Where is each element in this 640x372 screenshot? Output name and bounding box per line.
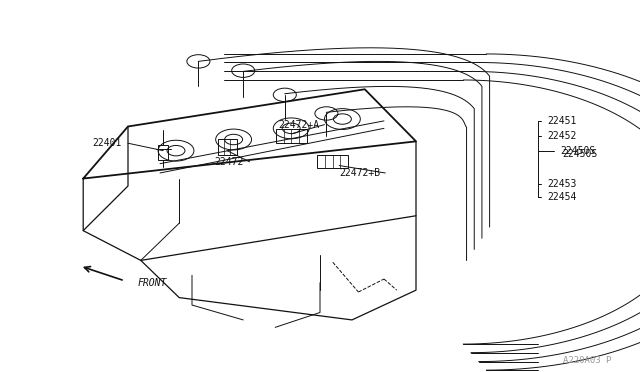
Text: 22451: 22451 — [547, 116, 577, 126]
Bar — [276, 129, 307, 143]
Text: A220A03 P: A220A03 P — [563, 356, 612, 365]
Text: 22450S: 22450S — [562, 149, 597, 158]
Text: 22453: 22453 — [547, 179, 577, 189]
Text: 22450S: 22450S — [560, 146, 595, 155]
Bar — [317, 155, 348, 168]
Text: 22454: 22454 — [547, 192, 577, 202]
Text: 22452: 22452 — [547, 131, 577, 141]
Text: 22401: 22401 — [93, 138, 122, 148]
Text: 22472+A: 22472+A — [278, 120, 319, 129]
Text: FRONT: FRONT — [138, 279, 167, 288]
Text: 22472+B: 22472+B — [339, 168, 380, 178]
Bar — [218, 139, 237, 155]
Bar — [158, 145, 168, 160]
Text: 22472: 22472 — [214, 157, 244, 167]
